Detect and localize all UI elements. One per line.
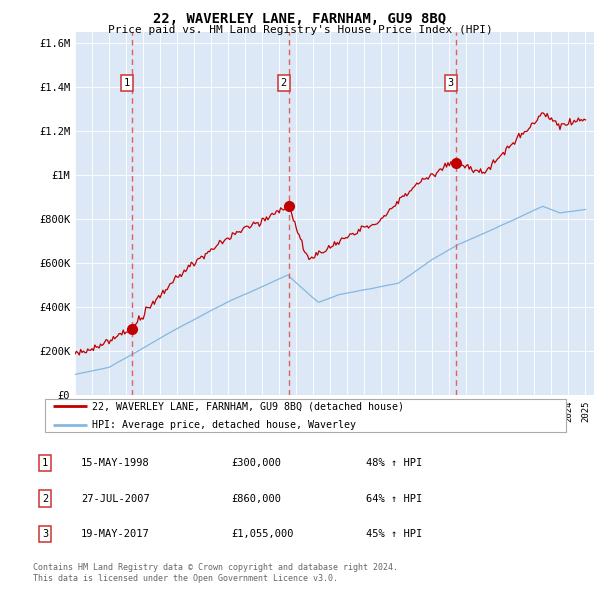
Text: 22, WAVERLEY LANE, FARNHAM, GU9 8BQ (detached house): 22, WAVERLEY LANE, FARNHAM, GU9 8BQ (det… bbox=[92, 401, 404, 411]
Text: Price paid vs. HM Land Registry's House Price Index (HPI): Price paid vs. HM Land Registry's House … bbox=[107, 25, 493, 35]
Text: 2: 2 bbox=[281, 78, 287, 88]
Text: 64% ↑ HPI: 64% ↑ HPI bbox=[366, 494, 422, 503]
Text: 3: 3 bbox=[42, 529, 48, 539]
Text: £1,055,000: £1,055,000 bbox=[231, 529, 293, 539]
FancyBboxPatch shape bbox=[44, 398, 566, 432]
Text: 3: 3 bbox=[448, 78, 454, 88]
Text: Contains HM Land Registry data © Crown copyright and database right 2024.: Contains HM Land Registry data © Crown c… bbox=[33, 563, 398, 572]
Text: 45% ↑ HPI: 45% ↑ HPI bbox=[366, 529, 422, 539]
Text: £860,000: £860,000 bbox=[231, 494, 281, 503]
Text: 22, WAVERLEY LANE, FARNHAM, GU9 8BQ: 22, WAVERLEY LANE, FARNHAM, GU9 8BQ bbox=[154, 12, 446, 26]
Text: 2: 2 bbox=[42, 494, 48, 503]
Text: 19-MAY-2017: 19-MAY-2017 bbox=[81, 529, 150, 539]
Text: 48% ↑ HPI: 48% ↑ HPI bbox=[366, 458, 422, 468]
Text: £300,000: £300,000 bbox=[231, 458, 281, 468]
Text: HPI: Average price, detached house, Waverley: HPI: Average price, detached house, Wave… bbox=[92, 419, 356, 430]
Text: 1: 1 bbox=[42, 458, 48, 468]
Text: 15-MAY-1998: 15-MAY-1998 bbox=[81, 458, 150, 468]
Text: This data is licensed under the Open Government Licence v3.0.: This data is licensed under the Open Gov… bbox=[33, 574, 338, 583]
Text: 27-JUL-2007: 27-JUL-2007 bbox=[81, 494, 150, 503]
Text: 1: 1 bbox=[124, 78, 130, 88]
